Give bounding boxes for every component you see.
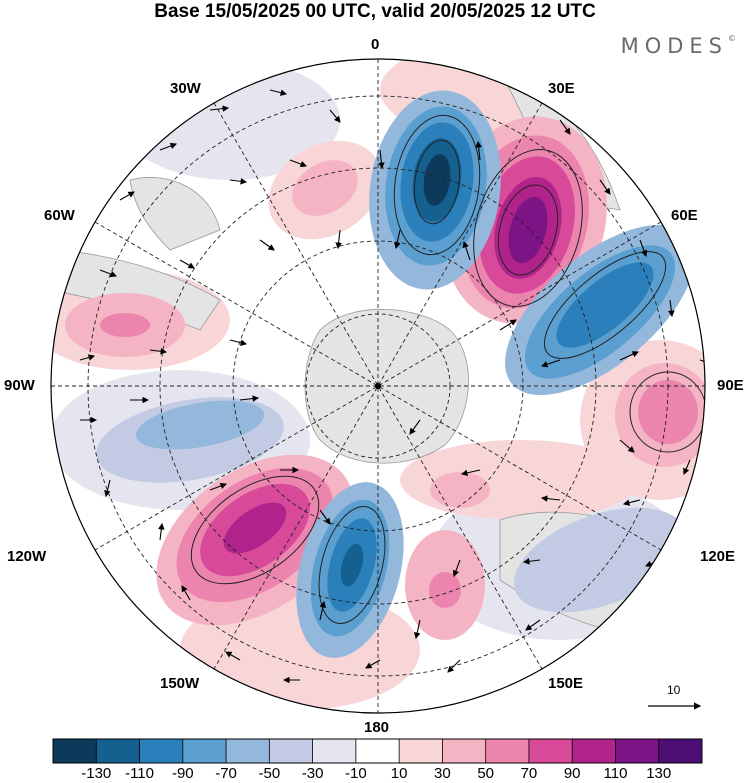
reference-vector-label: 10 [667,683,681,697]
colorbar-swatch [139,739,184,763]
colorbar-swatch [96,739,140,763]
colorbar-swatch [226,739,270,763]
colorbar [52,738,703,764]
colorbar-tick-label: 30 [434,765,451,782]
colorbar-swatch [399,739,443,763]
colorbar-tick-label: 10 [390,765,408,782]
colorbar-tick-label: 50 [477,765,494,782]
modes-logo: MODES© [620,34,736,58]
colorbar-swatch [528,739,573,763]
lon-label-120w: 120W [7,548,47,565]
colorbar-swatch [572,739,616,763]
colorbar-swatch [182,739,227,763]
colorbar-swatch [658,739,703,763]
positive-anomaly-70w [65,293,185,357]
positive-anomaly-160e [405,472,490,640]
lon-label-120e: 120E [700,548,736,565]
colorbar-swatch [615,739,660,763]
graticule [51,59,705,713]
lon-label-180: 180 [364,719,390,736]
lon-label-90e: 90E [717,377,744,394]
lon-label-150e: 150E [548,675,584,692]
positive-anomaly-90e [615,363,705,467]
colorbar-tick-label: 90 [563,765,581,782]
colorbar-tick-label: -130 [81,765,112,782]
lon-label-150w: 150W [160,675,200,692]
colorbar-swatch [312,739,357,763]
colorbar-tick-label: -10 [345,765,367,782]
colorbar-swatch [485,739,530,763]
colorbar-tick-label: -90 [171,765,194,782]
colorbar-tick-label: -50 [258,765,281,782]
negative-anomaly-170w [296,482,404,658]
positive-anomaly-30w [268,140,382,240]
colorbar-border [52,738,703,764]
lon-label-0: 0 [371,36,380,53]
lon-label-90w: 90W [4,377,35,394]
lon-label-60w: 60W [44,207,75,224]
colorbar-tick-label: -110 [125,765,154,782]
south-pole-marker [375,383,381,389]
colorbar-tick-label: 70 [520,765,538,782]
colorbar-tick-label: -30 [301,765,324,782]
colorbar-tick-label: 130 [646,765,672,782]
map-border [50,58,706,714]
lon-label-30w: 30W [170,80,201,97]
colorbar-swatch [442,739,486,763]
colorbar-swatch [53,739,97,763]
negative-anomaly-70e [505,224,695,396]
lon-label-60e: 60E [671,207,698,224]
colorbar-tick-label: 110 [603,765,628,782]
colorbar-tick-label: -70 [215,765,237,782]
map-title: Base 15/05/2025 00 UTC, valid 20/05/2025… [154,1,596,22]
colorbar-swatch [269,739,313,763]
colorbar-swatch [355,739,400,763]
lon-label-30e: 30E [548,80,575,97]
